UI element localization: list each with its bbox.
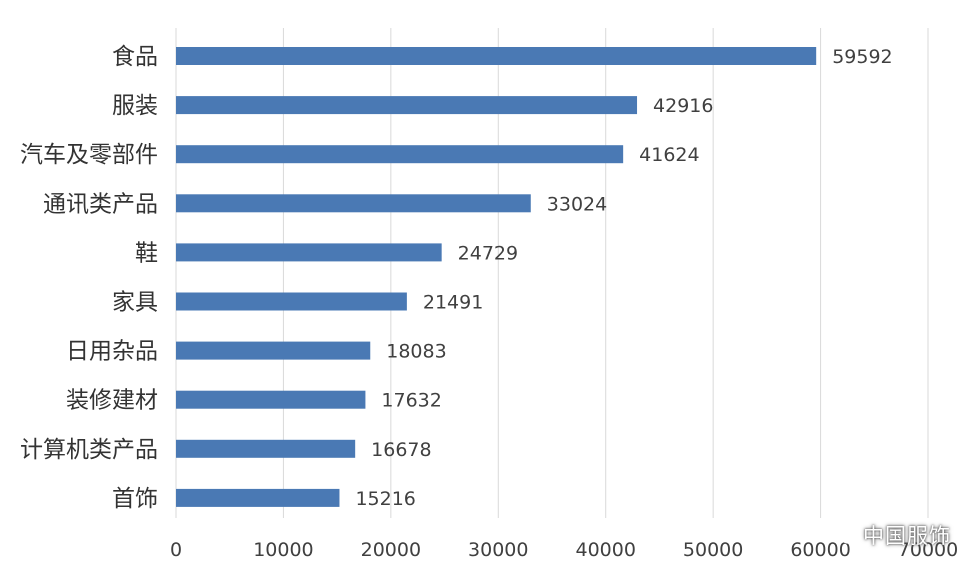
x-tick-label: 60000 <box>790 539 850 561</box>
category-label: 汽车及零部件 <box>20 142 158 168</box>
data-label: 18083 <box>386 341 446 363</box>
data-label: 16678 <box>371 439 431 461</box>
x-tick-label: 70000 <box>898 539 958 561</box>
data-labels: 59592 42916 41624 33024 24729 21491 18083 17632… <box>355 46 892 510</box>
data-label: 17632 <box>381 390 441 412</box>
x-tick-label: 40000 <box>575 539 635 561</box>
data-label: 33024 <box>547 193 607 215</box>
x-tick-labels: 0 10000 20000 30000 40000 50000 60000 70000 <box>170 539 958 561</box>
bar <box>176 292 407 311</box>
category-label: 日用杂品 <box>66 339 158 365</box>
data-label: 15216 <box>355 488 415 510</box>
category-label: 鞋 <box>135 240 158 266</box>
x-tick-label: 10000 <box>253 539 313 561</box>
bar <box>176 243 442 262</box>
category-label: 家具 <box>112 290 158 316</box>
category-label: 计算机类产品 <box>20 437 158 463</box>
bar <box>176 488 340 507</box>
bar <box>176 194 531 213</box>
x-tick-label: 30000 <box>468 539 528 561</box>
watermark: 中国服饰 <box>833 520 951 550</box>
bar <box>176 47 817 65</box>
x-tick-label: 0 <box>170 539 182 561</box>
category-label: 食品 <box>112 44 158 70</box>
bar <box>176 390 366 409</box>
bar <box>176 145 624 164</box>
data-label: 41624 <box>639 144 699 166</box>
data-label: 59592 <box>832 46 892 68</box>
data-label: 21491 <box>423 292 483 314</box>
x-tick-label: 50000 <box>683 539 743 561</box>
bar <box>176 439 356 458</box>
category-label: 装修建材 <box>66 388 158 414</box>
wechat-icon <box>833 525 857 545</box>
bar <box>176 341 371 360</box>
data-label: 24729 <box>458 242 518 264</box>
category-label: 首饰 <box>112 486 158 512</box>
data-label: 42916 <box>653 95 713 117</box>
bars <box>176 47 817 507</box>
bar <box>176 96 638 115</box>
category-label: 通讯类产品 <box>43 191 158 217</box>
x-tick-label: 20000 <box>361 539 421 561</box>
watermark-text: 中国服饰 <box>863 524 951 548</box>
category-label: 服装 <box>112 93 158 119</box>
